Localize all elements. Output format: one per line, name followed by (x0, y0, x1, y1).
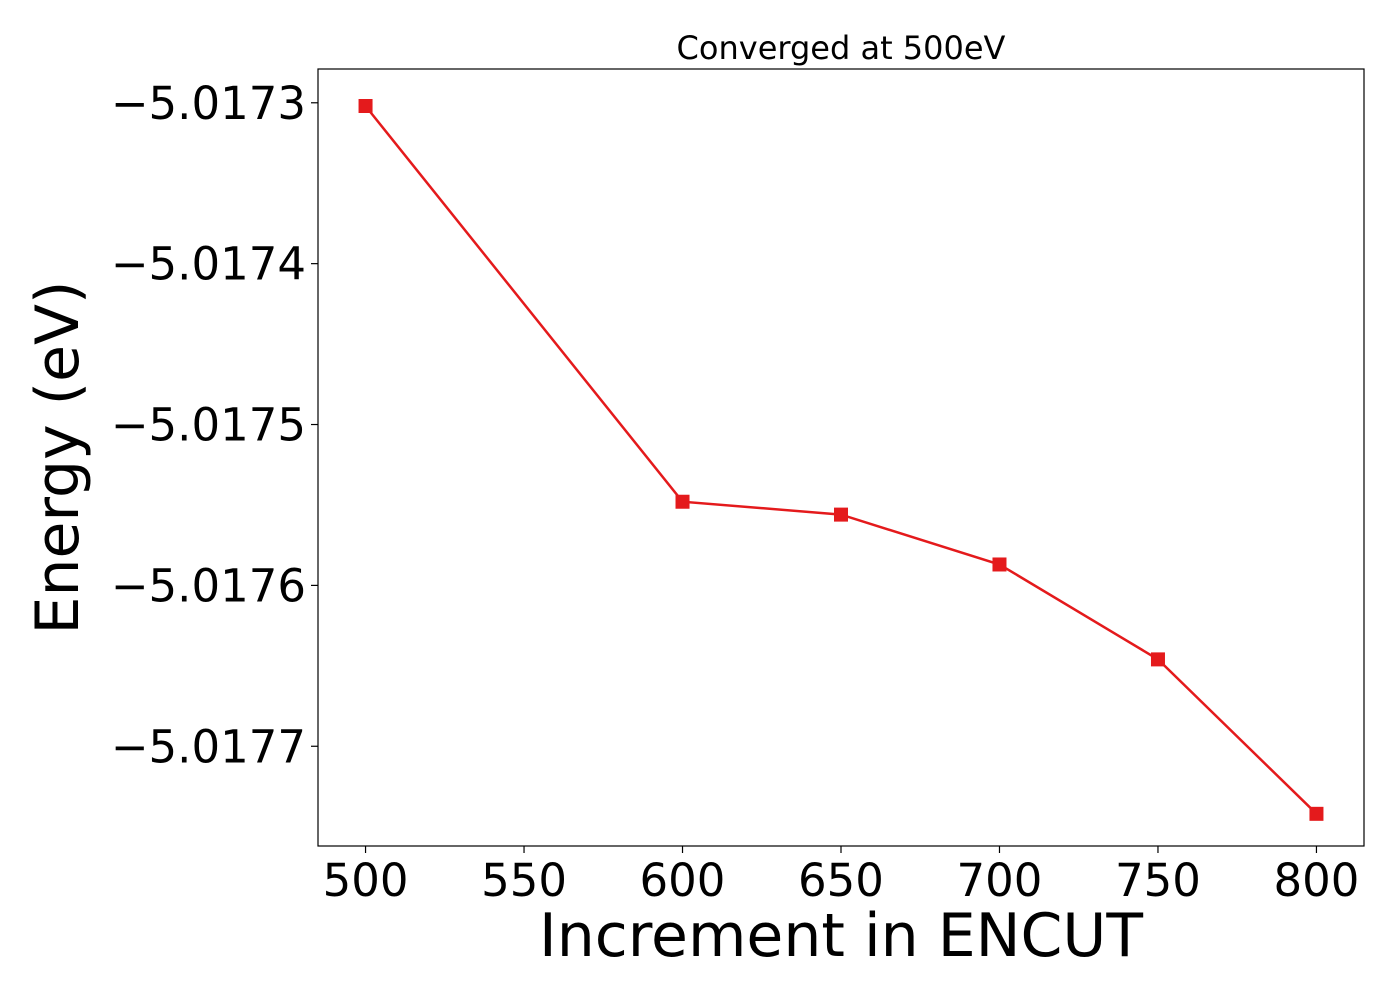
chart-title: Converged at 500eV (677, 29, 1006, 67)
data-point (358, 99, 373, 113)
data-point (1309, 806, 1324, 821)
x-axis-ticks: 500 550 600 650 700 750 800 (323, 846, 1360, 907)
data-point (992, 557, 1007, 572)
x-tick-label: 650 (798, 854, 884, 907)
y-tick-label: −5.0175 (111, 399, 306, 452)
x-tick-label: 500 (323, 854, 409, 907)
x-tick-label: 800 (1274, 854, 1360, 907)
series-markers (358, 99, 1324, 821)
y-tick-label: −5.0177 (111, 720, 306, 773)
y-tick-label: −5.0174 (111, 238, 306, 291)
x-tick-label: 700 (957, 854, 1043, 907)
series-line (364, 105, 1318, 815)
y-axis-ticks: −5.0173 −5.0174 −5.0175 −5.0176 −5.0177 (111, 77, 318, 773)
x-axis-label: Increment in ENCUT (539, 901, 1143, 971)
y-tick-label: −5.0173 (111, 77, 306, 130)
data-point (834, 507, 848, 522)
y-tick-label: −5.0176 (111, 559, 306, 612)
data-point (1150, 652, 1165, 667)
plot-frame (317, 68, 1365, 847)
data-point (675, 494, 690, 509)
x-tick-label: 600 (640, 854, 726, 907)
y-axis-label: Energy (eV) (23, 281, 93, 635)
x-tick-label: 750 (1115, 854, 1201, 907)
x-tick-label: 550 (481, 854, 567, 907)
